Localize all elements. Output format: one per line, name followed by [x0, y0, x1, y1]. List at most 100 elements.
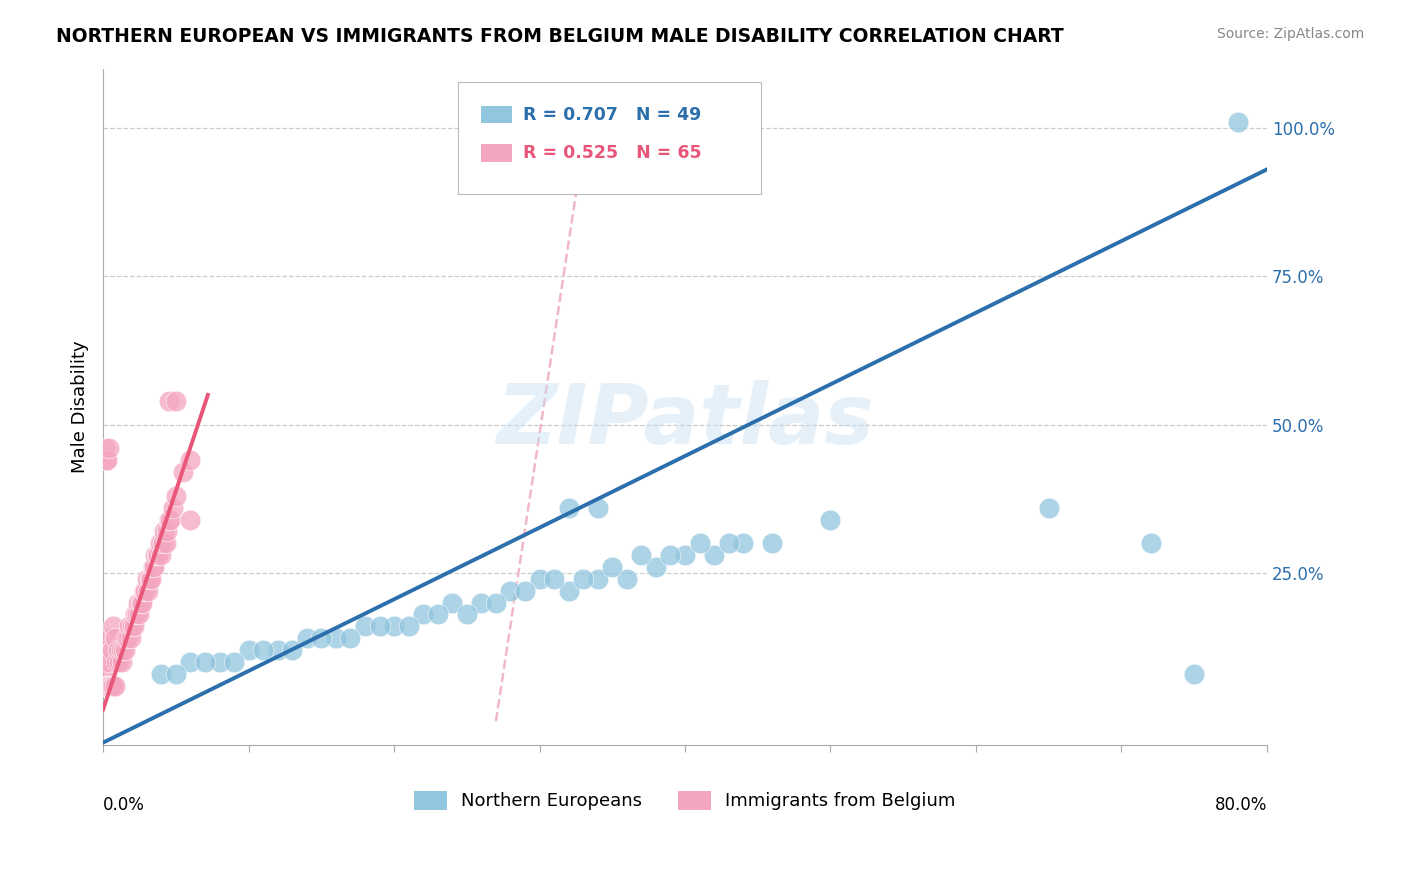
Point — [586, 572, 609, 586]
Point — [572, 572, 595, 586]
Point — [311, 632, 333, 646]
Point — [165, 393, 187, 408]
Point — [630, 548, 652, 562]
Point — [121, 619, 143, 633]
Point — [267, 643, 290, 657]
FancyBboxPatch shape — [481, 106, 512, 123]
Point — [143, 560, 166, 574]
Point — [127, 596, 149, 610]
Point — [146, 548, 169, 562]
Text: 80.0%: 80.0% — [1215, 796, 1267, 814]
Point — [138, 572, 160, 586]
Point — [115, 632, 138, 646]
Point — [586, 500, 609, 515]
Text: NORTHERN EUROPEAN VS IMMIGRANTS FROM BELGIUM MALE DISABILITY CORRELATION CHART: NORTHERN EUROPEAN VS IMMIGRANTS FROM BEL… — [56, 27, 1064, 45]
Point — [145, 548, 167, 562]
Text: R = 0.525   N = 65: R = 0.525 N = 65 — [523, 145, 702, 162]
Point — [117, 632, 139, 646]
Point — [659, 548, 682, 562]
Point — [107, 643, 129, 657]
Point — [114, 643, 136, 657]
Legend: Northern Europeans, Immigrants from Belgium: Northern Europeans, Immigrants from Belg… — [415, 791, 956, 811]
Point — [112, 643, 135, 657]
Point — [93, 655, 115, 669]
Point — [222, 655, 245, 669]
Point — [1182, 666, 1205, 681]
Point — [103, 619, 125, 633]
Point — [104, 632, 127, 646]
Point — [529, 572, 551, 586]
Point — [441, 596, 464, 610]
Point — [456, 607, 478, 622]
Point — [165, 489, 187, 503]
Point — [295, 632, 318, 646]
FancyBboxPatch shape — [481, 145, 512, 161]
Point — [111, 655, 134, 669]
Point — [194, 655, 217, 669]
Point — [733, 536, 755, 550]
Point — [820, 512, 842, 526]
Point — [150, 666, 173, 681]
Point — [238, 643, 260, 657]
Point — [97, 655, 120, 669]
Point — [426, 607, 449, 622]
Point — [156, 524, 179, 539]
Point — [717, 536, 740, 550]
Point — [703, 548, 725, 562]
Point — [325, 632, 347, 646]
Point — [96, 643, 118, 657]
Point — [616, 572, 638, 586]
Point — [281, 643, 304, 657]
Point — [128, 607, 150, 622]
Point — [513, 583, 536, 598]
Point — [120, 632, 142, 646]
FancyBboxPatch shape — [458, 82, 761, 194]
Point — [673, 548, 696, 562]
Point — [252, 643, 274, 657]
Point — [645, 560, 668, 574]
Point — [557, 583, 579, 598]
Point — [136, 583, 159, 598]
Point — [368, 619, 391, 633]
Point — [208, 655, 231, 669]
Point — [142, 560, 165, 574]
Text: ZIPatlas: ZIPatlas — [496, 380, 875, 461]
Point — [162, 500, 184, 515]
Point — [149, 536, 172, 550]
Point — [101, 643, 124, 657]
Point — [179, 512, 201, 526]
Point — [100, 632, 122, 646]
Point — [1038, 500, 1060, 515]
Text: 0.0%: 0.0% — [103, 796, 145, 814]
Point — [103, 679, 125, 693]
Point — [157, 512, 180, 526]
Point — [148, 548, 170, 562]
Point — [100, 679, 122, 693]
Point — [110, 643, 132, 657]
Point — [485, 596, 508, 610]
Point — [354, 619, 377, 633]
Point — [118, 619, 141, 633]
Point — [412, 607, 434, 622]
Point — [94, 679, 117, 693]
Point — [93, 442, 115, 456]
Point — [96, 679, 118, 693]
Point — [94, 453, 117, 467]
Point — [152, 536, 174, 550]
Point — [104, 679, 127, 693]
Point — [470, 596, 492, 610]
Point — [1139, 536, 1161, 550]
Point — [94, 666, 117, 681]
Point — [135, 572, 157, 586]
Point — [179, 453, 201, 467]
Point — [689, 536, 711, 550]
Point — [557, 500, 579, 515]
Point — [101, 679, 124, 693]
Point — [761, 536, 783, 550]
Point — [499, 583, 522, 598]
Point — [382, 619, 405, 633]
Point — [132, 583, 155, 598]
Point — [543, 572, 565, 586]
Point — [124, 607, 146, 622]
Point — [105, 655, 128, 669]
